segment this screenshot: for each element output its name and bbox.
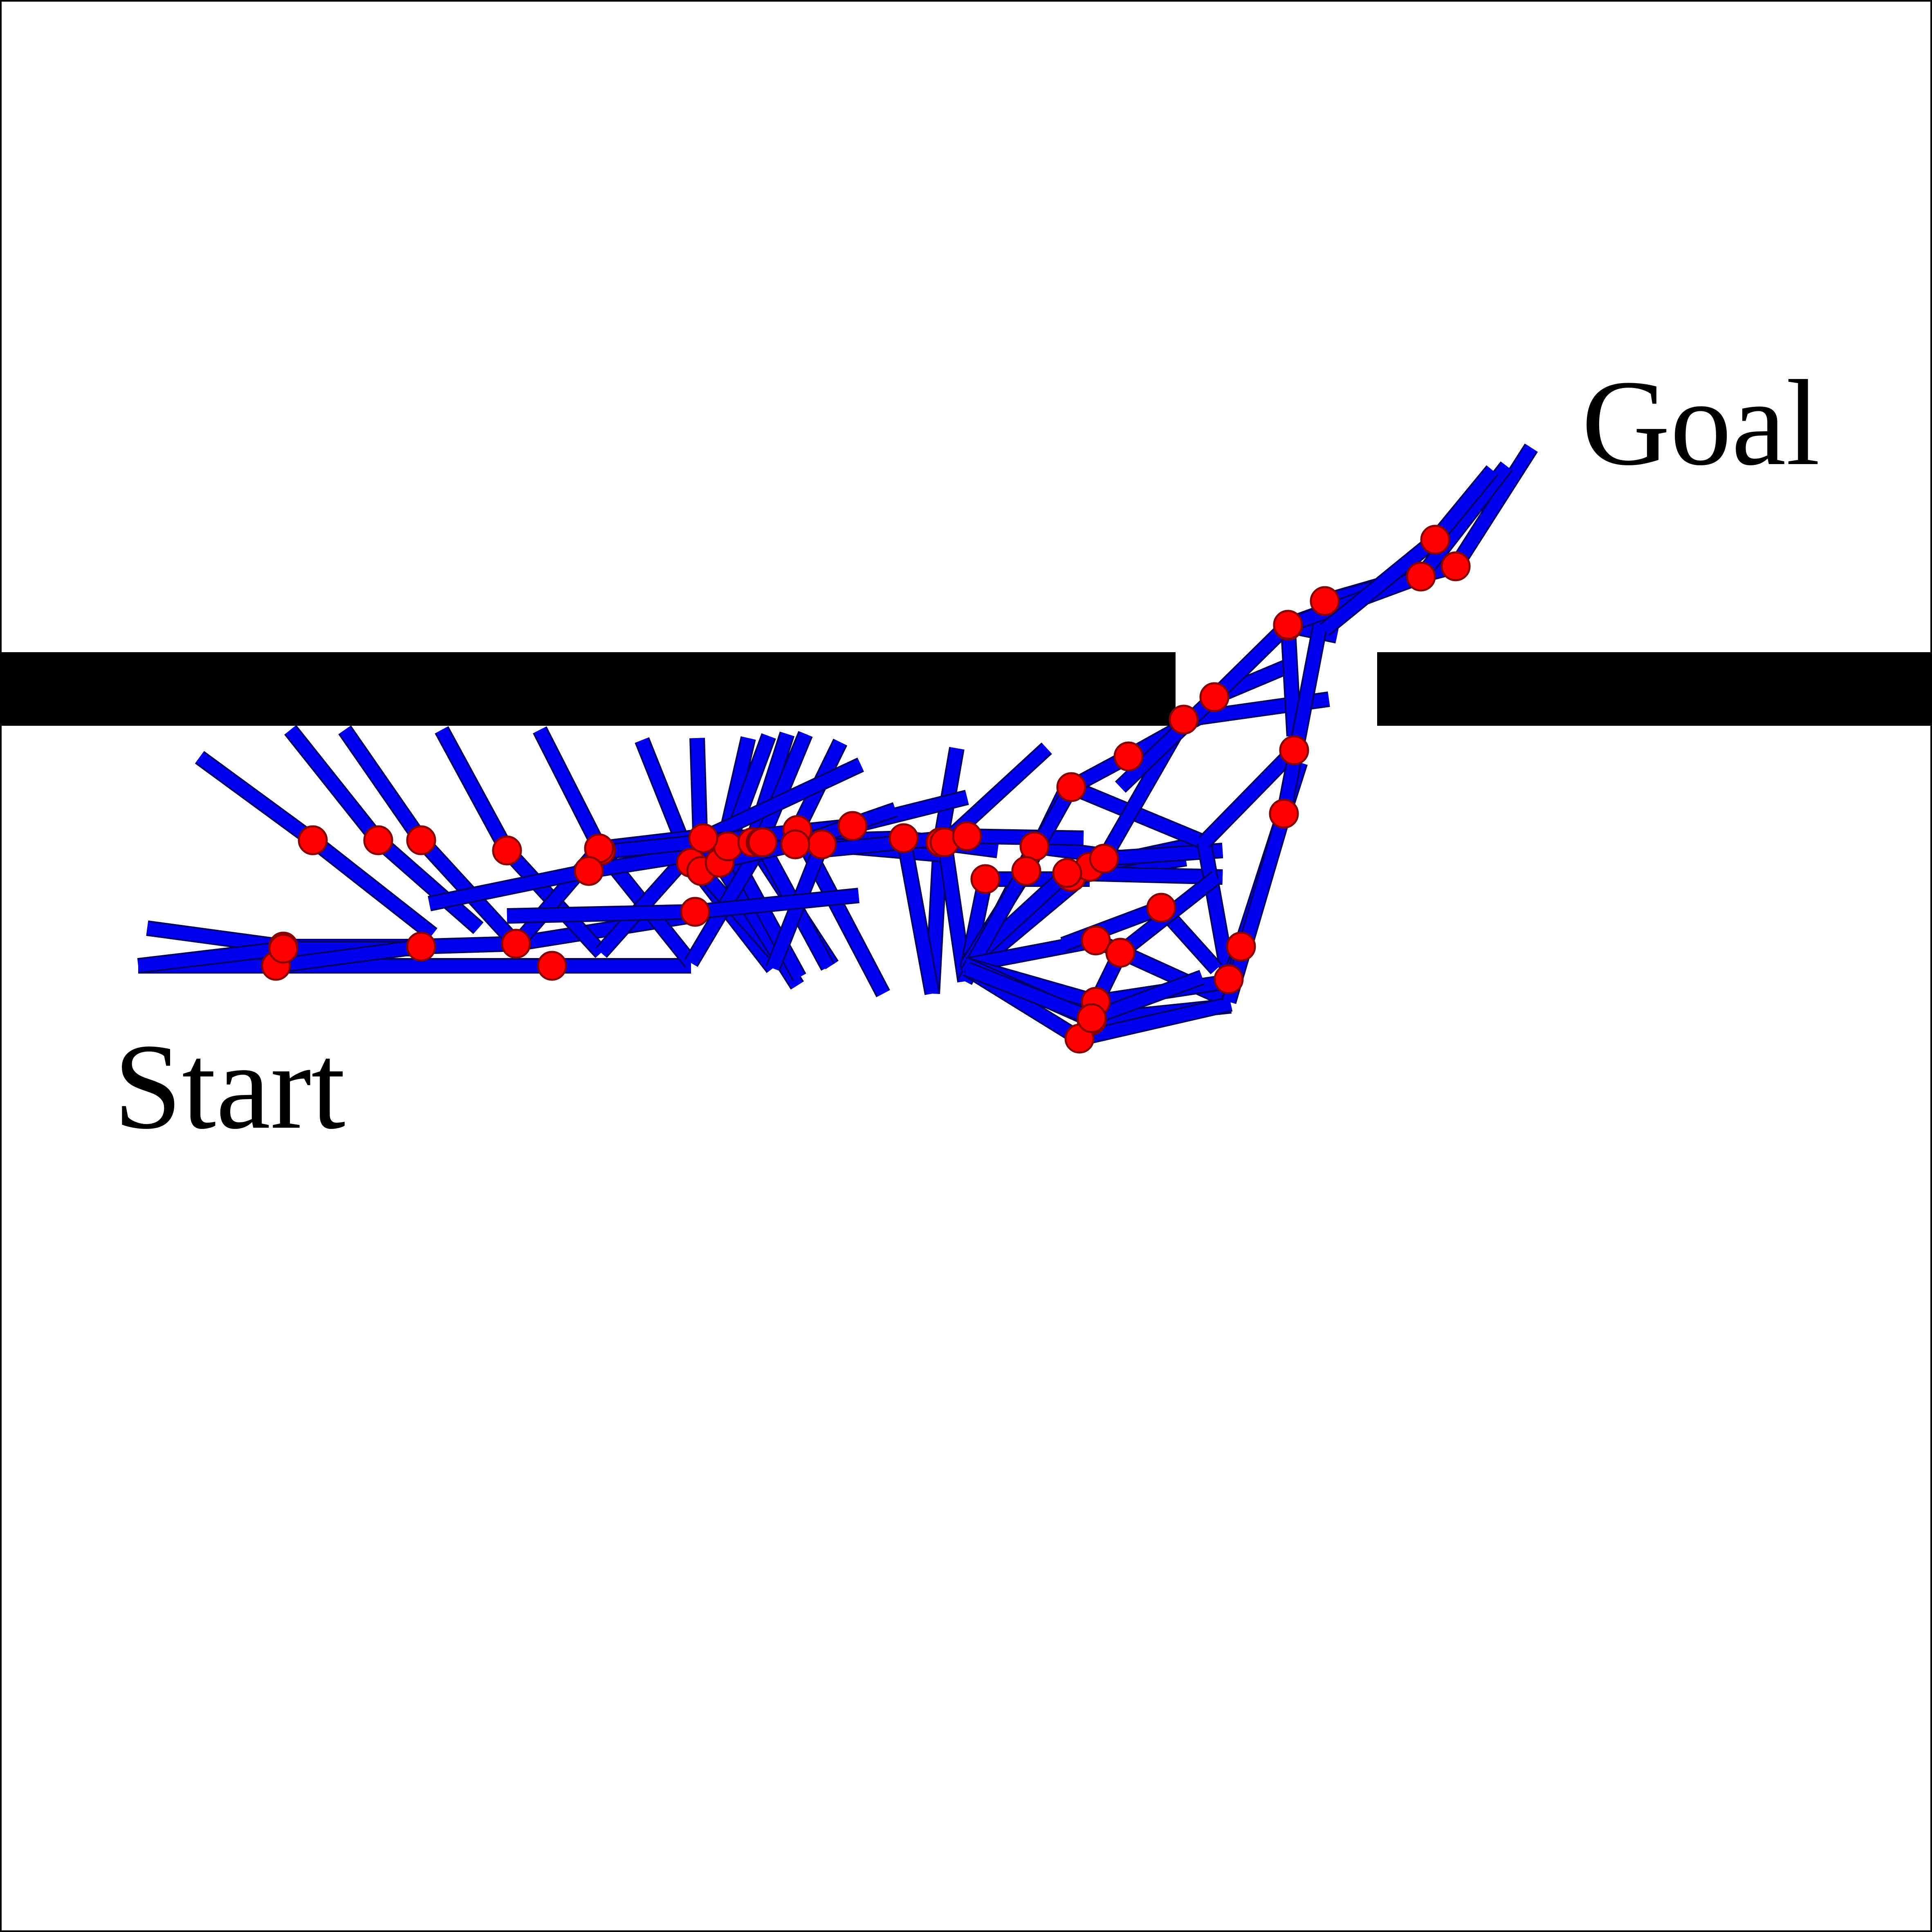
arm-link — [1061, 902, 1164, 951]
arm-link — [374, 835, 482, 933]
arm-link — [428, 865, 590, 910]
arm-joint — [1052, 858, 1082, 888]
arm-link — [1078, 998, 1232, 1045]
arm-joint — [1273, 610, 1303, 640]
arm-link — [1200, 746, 1299, 847]
arm-joint — [363, 825, 393, 855]
arm-joint — [970, 864, 1001, 894]
arm-link — [507, 906, 696, 922]
arm-link — [1116, 693, 1219, 792]
arm-link — [1321, 535, 1439, 635]
arm-joint — [1279, 735, 1309, 765]
arm-link — [1089, 971, 1205, 1024]
arm-link — [965, 963, 1094, 1024]
arm-joint — [1081, 925, 1111, 956]
arm-joint — [1199, 682, 1230, 712]
arm-link — [534, 727, 607, 853]
arm-joint — [837, 811, 868, 841]
arm-joint — [1011, 856, 1041, 886]
arm-joint — [298, 825, 328, 855]
arm-link — [755, 732, 811, 845]
arm-links — [137, 443, 1538, 1046]
arm-joint — [952, 821, 982, 851]
arm-link — [898, 837, 938, 995]
arm-joint — [406, 825, 436, 855]
arm-joint — [807, 829, 837, 859]
arm-joint — [1169, 705, 1199, 735]
arm-joints — [261, 525, 1471, 1054]
arm-link — [1278, 600, 1331, 815]
arm-joint — [1056, 772, 1086, 802]
arm-link — [339, 726, 426, 844]
arm-link — [1430, 466, 1497, 544]
arm-joint — [780, 829, 810, 859]
arm-joint — [1269, 799, 1299, 829]
arm-joint — [747, 827, 778, 857]
arm-link — [285, 726, 383, 844]
arm-joint — [1077, 1003, 1107, 1033]
arm-link — [275, 940, 422, 972]
arm-joint — [1105, 938, 1135, 968]
arm-link — [436, 727, 513, 854]
arm-joint — [406, 931, 436, 962]
arm-joint — [688, 823, 718, 853]
arm-joint — [1441, 551, 1471, 581]
goal-label: Goal — [1582, 355, 1820, 491]
arm-joint — [501, 929, 531, 959]
arm-link — [1210, 620, 1292, 702]
wall-left — [0, 652, 1176, 726]
arm-link — [1282, 625, 1300, 736]
arm-link — [1198, 841, 1235, 981]
arm-joint — [1089, 844, 1119, 874]
arm-joint — [574, 856, 604, 886]
arm-joint — [1146, 893, 1176, 923]
wall-right — [1377, 652, 1932, 726]
arm-joint — [268, 933, 298, 964]
arm-joint — [1113, 741, 1144, 772]
arm-joint — [1406, 561, 1436, 592]
arm-link — [1450, 444, 1537, 570]
arm-link — [1416, 462, 1512, 581]
arm-joint — [1226, 931, 1256, 962]
arm-link — [694, 889, 859, 918]
arm-link — [309, 835, 437, 939]
start-label: Start — [114, 1019, 346, 1154]
arm-link — [196, 752, 316, 846]
arm-joint — [680, 897, 710, 927]
arm-joint — [889, 823, 919, 853]
arm-joint — [1420, 525, 1450, 555]
arm-joint — [1310, 586, 1340, 616]
arm-link — [137, 942, 284, 972]
arm-joint — [1214, 964, 1244, 994]
arm-joint — [537, 951, 567, 981]
arm-link — [700, 759, 864, 844]
arm-joint — [492, 835, 522, 866]
arm-link — [746, 732, 793, 844]
